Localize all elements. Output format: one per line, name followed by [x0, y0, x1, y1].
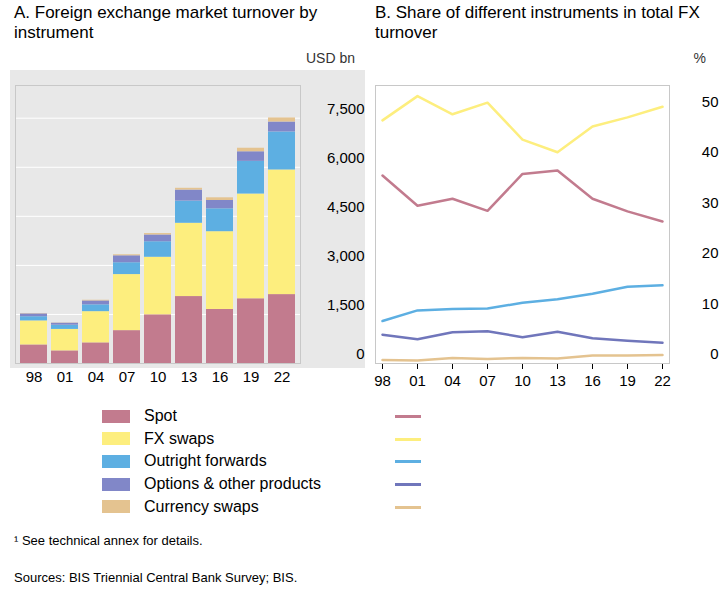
svg-text:16: 16 [212, 368, 229, 385]
html-text:¹ See technical annex for deta: ¹ See technical annex for details. [14, 533, 203, 548]
html-text:USD bn: USD bn [306, 50, 355, 66]
svg-text:10: 10 [150, 368, 167, 385]
svg-text:0: 0 [710, 345, 718, 362]
svg-text:6,000: 6,000 [327, 149, 365, 166]
svg-text:07: 07 [479, 372, 496, 389]
svg-text:10: 10 [702, 295, 719, 312]
svg-text:01: 01 [409, 372, 426, 389]
html-text:B. Share of different instrume: B. Share of different instruments in tot… [375, 3, 700, 42]
html-text:Outright forwards: Outright forwards [144, 452, 267, 470]
svg-text:13: 13 [549, 372, 566, 389]
svg-text:98: 98 [374, 372, 391, 389]
svg-text:50: 50 [702, 93, 719, 110]
svg-text:22: 22 [654, 372, 671, 389]
html-text:Spot: Spot [144, 407, 177, 424]
svg-text:04: 04 [444, 372, 461, 389]
svg-text:19: 19 [619, 372, 636, 389]
svg-text:16: 16 [584, 372, 601, 389]
html-text:Currency swaps: Currency swaps [144, 497, 259, 515]
svg-text:0: 0 [356, 345, 364, 362]
svg-text:7,500: 7,500 [327, 100, 365, 117]
svg-text:04: 04 [88, 368, 105, 385]
svg-text:22: 22 [274, 368, 291, 385]
svg-text:19: 19 [243, 368, 260, 385]
svg-text:30: 30 [702, 194, 719, 211]
svg-text:3,000: 3,000 [327, 247, 365, 264]
svg-text:1,500: 1,500 [327, 296, 365, 313]
html-text:Sources: BIS Triennial Central: Sources: BIS Triennial Central Bank Surv… [14, 570, 298, 585]
html-text:A. Foreign exchange market tur: A. Foreign exchange market turnover by i… [14, 3, 318, 42]
svg-text:98: 98 [26, 368, 43, 385]
svg-text:01: 01 [57, 368, 74, 385]
svg-text:4,500: 4,500 [327, 198, 365, 215]
html-text:FX swaps: FX swaps [144, 429, 215, 447]
svg-text:13: 13 [181, 368, 198, 385]
svg-text:20: 20 [702, 244, 719, 261]
html-text:Options & other products: Options & other products [144, 475, 321, 493]
svg-text:07: 07 [119, 368, 136, 385]
svg-text:10: 10 [514, 372, 531, 389]
svg-text:40: 40 [702, 143, 719, 160]
